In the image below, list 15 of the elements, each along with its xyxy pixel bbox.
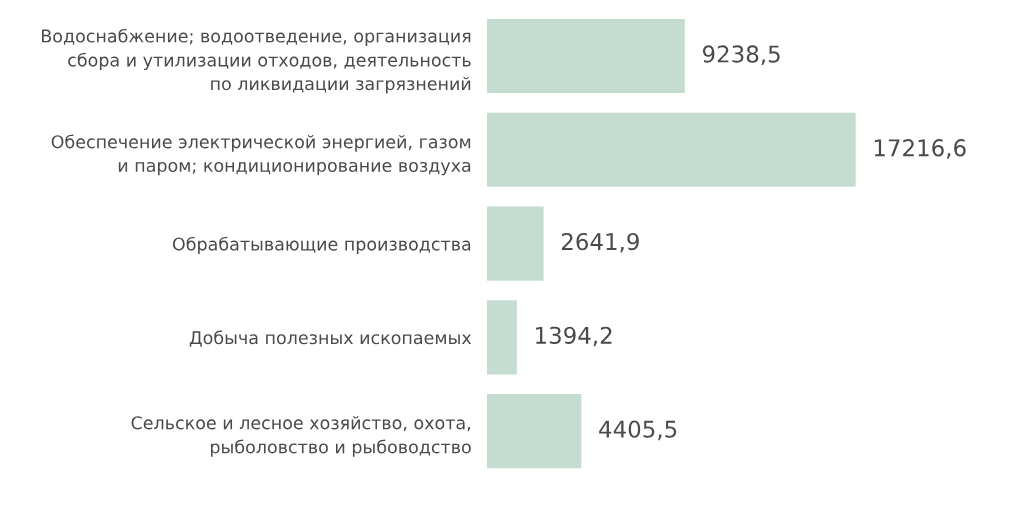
data-label: 2641,9 xyxy=(561,232,639,253)
data-label: 1394,2 xyxy=(536,326,612,347)
y-tick-label: Сельское и лесное хозяйство, охота, рыболовство и рыбоводство xyxy=(131,415,471,457)
data-label: 17216,6 xyxy=(874,139,966,159)
data-label: 4405,5 xyxy=(599,420,677,441)
bar xyxy=(487,394,582,469)
y-tick-label: Добыча полезных ископаемых xyxy=(189,330,472,347)
bar xyxy=(487,300,517,375)
bar xyxy=(487,112,856,187)
y-tick-label: Обеспечение электрической энергией, газом и паром; кондиционирование воздуха xyxy=(51,134,471,176)
y-tick-label: Обрабатывающие производства xyxy=(172,236,471,255)
data-label: 9238,5 xyxy=(702,45,780,66)
bar xyxy=(487,206,544,281)
y-tick-label: Водоснабжение; водоотведение, организация сбора и утилизации отходов, деятельность по ликвидации загрязнений xyxy=(42,28,471,94)
bar xyxy=(487,18,685,94)
